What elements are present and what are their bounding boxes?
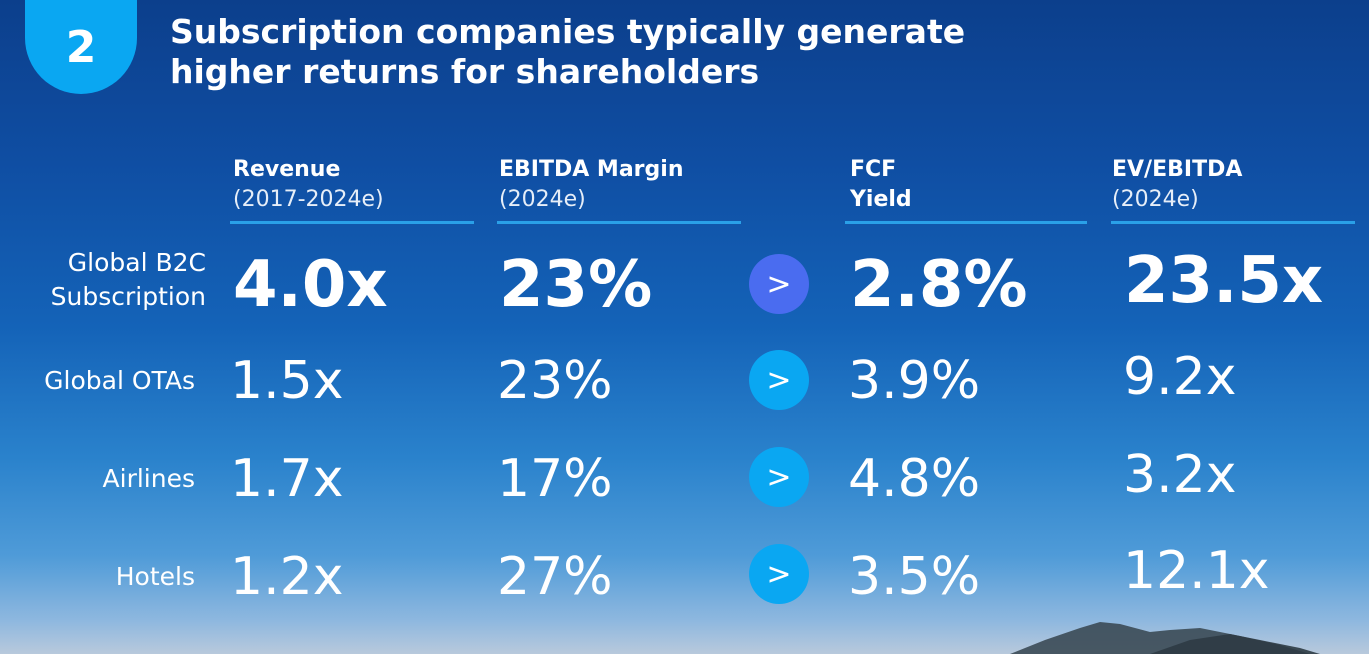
comparison-arrow-icon: > [749,447,809,507]
column-header-title: EV/EBITDA [1112,157,1243,182]
column-header-revenue: Revenue (2017-2024e) [233,155,384,215]
column-header-title: Revenue [233,157,341,182]
revenue-value: 1.2x [230,547,344,607]
ev-ebitda-value: 12.1x [1123,541,1270,601]
column-divider [497,221,741,224]
ev-ebitda-value: 3.2x [1123,445,1237,505]
comparison-arrow-icon: > [749,544,809,604]
section-number-badge: 2 [25,0,137,94]
arrow-glyph: > [766,266,792,302]
row-label-global-b2c-subscription: Global B2C Subscription [50,248,206,311]
ebitda-margin-value: 27% [497,547,613,607]
column-header-fcf-yield: FCF Yield [850,155,912,215]
column-header-ev-ebitda: EV/EBITDA (2024e) [1112,155,1242,215]
ev-ebitda-value: 9.2x [1123,347,1237,407]
comparison-arrow-icon: > [749,254,809,314]
ev-ebitda-value: 23.5x [1124,244,1324,318]
column-header-subtitle: (2024e) [499,187,586,212]
revenue-value: 4.0x [233,248,388,322]
ebitda-margin-value: 23% [497,351,613,411]
row-label-hotels: Hotels [115,562,195,591]
badge-number: 2 [65,21,97,73]
fcf-yield-value: 2.8% [850,248,1028,322]
revenue-value: 1.7x [230,449,344,509]
row-label-global-otas: Global OTAs [44,366,195,395]
column-header-subtitle: Yield [850,187,912,212]
column-divider [1111,221,1355,224]
column-header-subtitle: (2017-2024e) [233,187,384,212]
arrow-glyph: > [766,459,792,495]
row-label-airlines: Airlines [102,464,195,493]
fcf-yield-value: 3.5% [848,547,981,607]
revenue-value: 1.5x [230,351,344,411]
slide-title: Subscription companies typically generat… [170,12,966,91]
comparison-arrow-icon: > [749,350,809,410]
column-header-subtitle: (2024e) [1112,187,1199,212]
fcf-yield-value: 4.8% [848,449,981,509]
ebitda-margin-value: 17% [497,449,613,509]
column-header-title: EBITDA Margin [499,157,684,182]
arrow-glyph: > [766,362,792,398]
column-header-ebitda-margin: EBITDA Margin (2024e) [499,155,683,215]
column-divider [230,221,474,224]
column-divider [845,221,1087,224]
arrow-glyph: > [766,556,792,592]
ebitda-margin-value: 23% [499,248,653,322]
column-header-title: FCF [850,157,897,182]
fcf-yield-value: 3.9% [848,351,981,411]
